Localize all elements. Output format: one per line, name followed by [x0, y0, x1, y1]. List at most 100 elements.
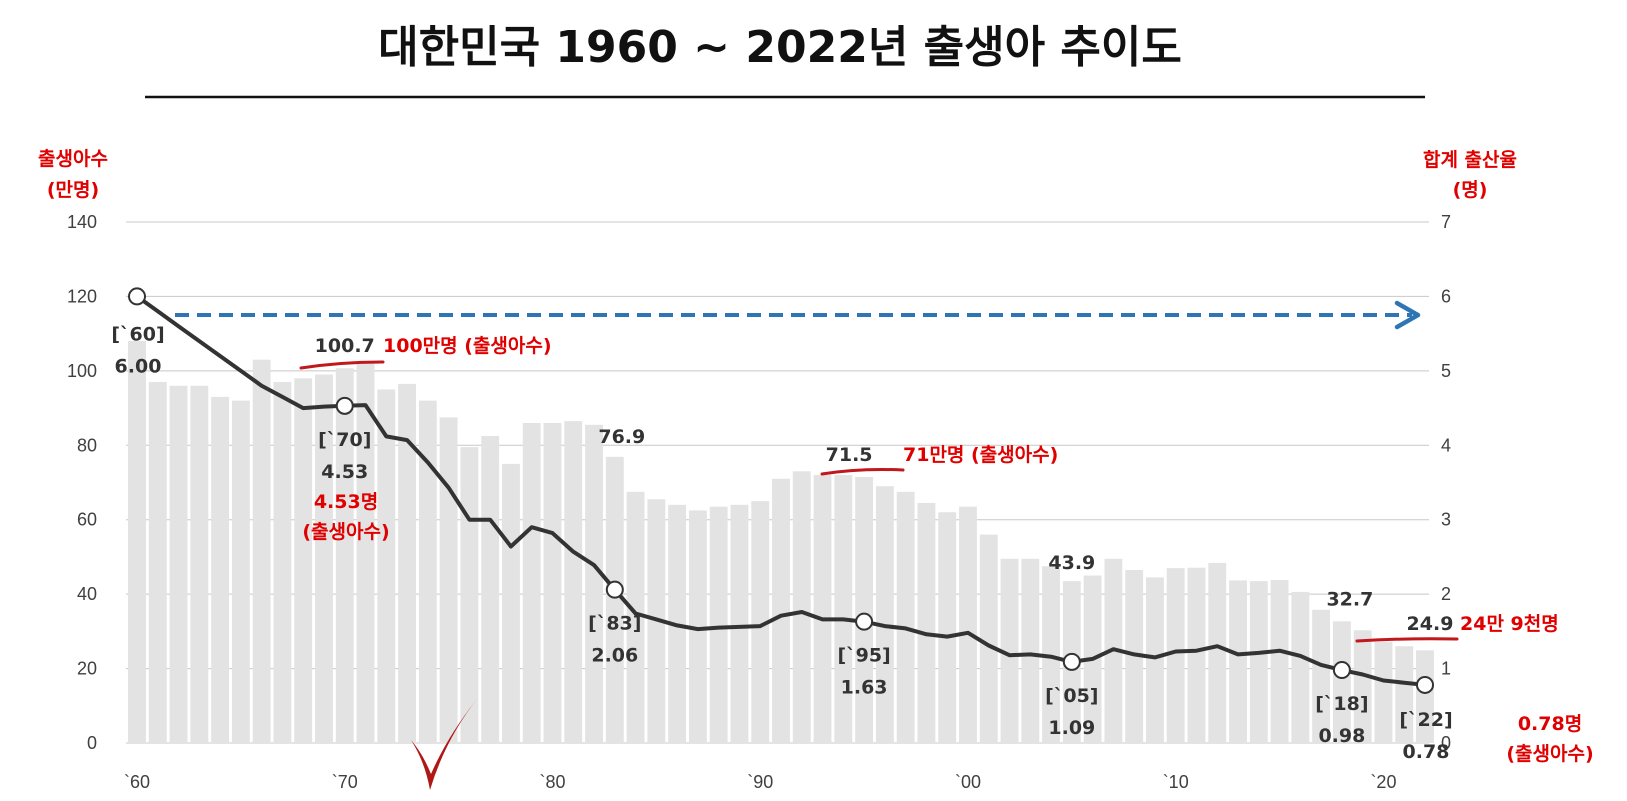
point-label-year: [`22]	[1399, 709, 1452, 731]
right-tick-label: 6	[1441, 286, 1451, 306]
right-axis-title-line2: (명)	[1453, 179, 1488, 201]
births-bar	[1125, 569, 1144, 743]
point-label-year: [`60]	[111, 323, 164, 345]
births-bar	[1187, 567, 1206, 743]
x-axis-ticks: `60 `70 `80 `90 `00 `10 `20	[124, 772, 1396, 792]
births-bar	[1021, 558, 1040, 743]
births-bar	[938, 512, 957, 743]
point-label-year: [`83]	[588, 613, 641, 635]
births-bar	[169, 385, 188, 743]
births-bar	[730, 504, 749, 743]
births-bar	[1208, 562, 1227, 743]
point-label-value: 1.63	[841, 677, 888, 699]
point-label-year: [`18]	[1315, 693, 1368, 715]
births-bar	[522, 422, 541, 743]
fertility-point-labels: [`60] 6.00 [`70] 4.53 [`83] 2.06 [`95] 1.63 [`05…	[111, 323, 1452, 763]
births-bar	[709, 506, 728, 743]
left-tick-label: 120	[67, 286, 97, 306]
x-tick-label: `20	[1370, 772, 1396, 792]
births-data-label: 71.5	[826, 444, 873, 466]
births-bar	[1000, 558, 1019, 743]
underline-1970	[299, 360, 385, 370]
point-label-year: [`05]	[1045, 685, 1098, 707]
point-label-year: [`70]	[318, 429, 371, 451]
births-bar	[502, 463, 520, 743]
births-bar	[1416, 650, 1434, 743]
fertility-point	[1332, 661, 1351, 680]
annotation-2022-tfr-line1: 0.78명	[1518, 713, 1582, 735]
x-tick-label: `80	[539, 772, 565, 792]
births-bar	[1395, 646, 1414, 743]
births-bar	[585, 424, 603, 743]
point-label-value: 1.09	[1048, 717, 1095, 739]
annotation-2022-tfr-line2: (출생아수)	[1506, 743, 1593, 765]
births-bar	[792, 471, 811, 743]
births-bar	[148, 382, 167, 743]
births-bar	[813, 475, 832, 743]
births-bar	[1312, 609, 1331, 743]
births-bar	[294, 378, 313, 743]
births-bar	[834, 475, 853, 743]
left-tick-label: 20	[77, 659, 97, 679]
fertility-point	[605, 580, 624, 599]
annotation-1970-births: 100만명 (출생아수)	[383, 335, 552, 357]
left-axis-title-line2: (만명)	[47, 179, 99, 201]
x-tick-label: `00	[955, 772, 981, 792]
births-bar	[1270, 580, 1289, 743]
chart-title: 대한민국 1960 ~ 2022년 출생아 추이도	[378, 22, 1182, 73]
births-bar	[979, 534, 998, 743]
point-label-value: 4.53	[321, 461, 368, 483]
births-bar	[1042, 566, 1060, 743]
fertility-point	[1062, 652, 1081, 671]
births-bar	[1374, 641, 1393, 743]
births-bar	[398, 383, 416, 743]
annotation-1995-births: 71만명 (출생아수)	[903, 444, 1058, 466]
x-tick-label: `70	[332, 772, 358, 792]
fertility-point	[1416, 675, 1434, 694]
births-bar	[772, 478, 790, 743]
births-bar	[1353, 630, 1372, 743]
births-bar	[605, 456, 624, 743]
left-tick-label: 60	[77, 510, 97, 530]
births-data-label: 43.9	[1048, 552, 1095, 574]
point-label-value: 0.98	[1318, 725, 1365, 747]
right-tick-label: 4	[1441, 435, 1451, 455]
births-bar	[356, 363, 375, 743]
fertility-point	[335, 396, 354, 415]
left-tick-label: 0	[87, 733, 97, 753]
births-bar	[481, 435, 500, 743]
births-bar	[128, 341, 146, 743]
right-tick-label: 5	[1441, 361, 1451, 381]
births-bar	[190, 385, 209, 743]
births-bar	[335, 368, 354, 743]
annotation-2022-births: 24만 9천명	[1460, 613, 1559, 635]
births-bar	[460, 447, 479, 743]
births-bar	[1166, 568, 1185, 743]
fertility-point	[855, 612, 874, 631]
births-bar	[855, 476, 874, 743]
x-tick-label: `90	[747, 772, 773, 792]
annotation-1970-tfr-line2: (출생아수)	[302, 521, 389, 543]
right-tick-label: 1	[1441, 659, 1451, 679]
births-bar	[273, 382, 292, 743]
fertility-highlight-points	[128, 287, 1434, 694]
births-bar	[564, 421, 583, 743]
births-bar	[377, 389, 396, 743]
right-axis-title-line1: 합계 출산율	[1423, 149, 1517, 171]
point-label-value: 0.78	[1403, 741, 1450, 763]
arrow-head	[1394, 300, 1421, 330]
left-tick-label: 100	[67, 361, 97, 381]
left-tick-label: 80	[77, 435, 97, 455]
births-bar	[917, 502, 936, 743]
x-tick-label: `60	[124, 772, 150, 792]
point-label-value: 2.06	[591, 645, 638, 667]
births-data-labels: 100.7 76.9 71.5 43.9 32.7 24.9	[315, 335, 1454, 635]
births-data-label: 100.7	[315, 335, 375, 357]
left-axis-title-line1: 출생아수	[38, 148, 108, 170]
births-bar	[1332, 621, 1351, 743]
births-bar	[231, 400, 250, 743]
right-tick-label: 7	[1441, 212, 1451, 232]
births-data-label: 24.9	[1407, 613, 1454, 635]
left-tick-label: 140	[67, 212, 97, 232]
